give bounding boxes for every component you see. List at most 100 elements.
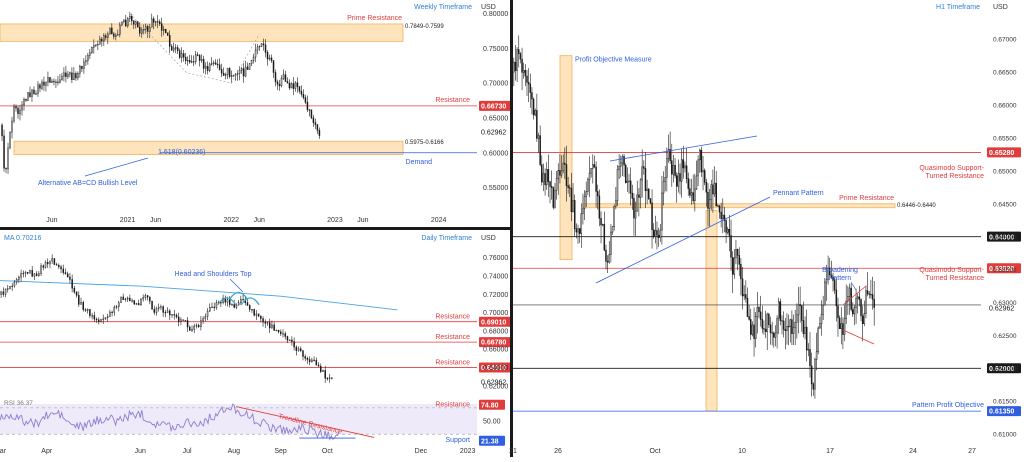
candle-bullish	[18, 276, 20, 280]
candle-bearish	[784, 329, 787, 331]
candle-bullish	[702, 170, 704, 173]
candle-bearish	[685, 165, 688, 179]
weekly-time-axis[interactable]: Jun 2021 Jun 2022 Jun 2023 Jun 2024	[46, 217, 446, 224]
candle-bullish	[109, 311, 111, 317]
candle-bearish	[600, 218, 602, 226]
candle-bearish	[725, 220, 727, 233]
candle-bearish	[156, 21, 159, 23]
candle-bullish	[843, 318, 846, 335]
candle-bearish	[728, 228, 731, 236]
candle-bearish	[521, 58, 523, 73]
candle-bullish	[695, 175, 698, 190]
candle-bullish	[13, 281, 16, 287]
candle-bearish	[105, 35, 107, 38]
candle-bullish	[162, 28, 165, 31]
h1-time-axis[interactable]: 21 26 Oct 10 17 24 27	[509, 448, 976, 455]
candle-bearish	[2, 291, 5, 295]
rsi-value-axis[interactable]: 74.80 21.38 50.00	[479, 399, 505, 446]
candle-bullish	[120, 296, 122, 303]
candle-bullish	[204, 66, 207, 69]
candle-bullish	[588, 172, 591, 180]
time-tick-label: Jun	[254, 217, 265, 224]
candle-bullish	[659, 229, 662, 238]
rsi-resistance-badge	[479, 399, 505, 410]
candle-bullish	[192, 61, 195, 63]
candle-bearish	[745, 294, 747, 299]
candle-bullish	[613, 205, 615, 227]
candle-bullish	[191, 329, 193, 331]
daily-price-axis[interactable]: USD 0.69010 0.66780 0.64010 0.62962 0.76000 0…	[479, 235, 513, 390]
candle-bullish	[195, 325, 198, 327]
candle-bearish	[29, 92, 31, 97]
candle-bearish	[308, 359, 311, 362]
time-tick-label: 27	[968, 448, 976, 455]
daily-time-axis[interactable]: Mar Apr Jun Jul Aug Sep Oct Dec 2023	[0, 448, 476, 455]
daily-chart-panel[interactable]: Resistance Resistance Resistance Head and …	[0, 231, 477, 395]
demand-label: Demand	[406, 159, 433, 166]
candle-bearish	[202, 59, 205, 69]
candle-bearish	[787, 326, 790, 328]
price-tick-label: 0.62500	[993, 333, 1017, 340]
candle-bearish	[17, 107, 19, 115]
candle-bearish	[679, 173, 681, 182]
candle-bearish	[674, 165, 676, 176]
broadening-pointer	[850, 281, 857, 291]
candle-bullish	[83, 61, 85, 69]
candle-bearish	[266, 52, 269, 60]
time-tick-label: 2024	[431, 217, 447, 224]
h1-chart-panel[interactable]: Profit Objective Measure Prime Resistance…	[513, 0, 985, 444]
candle-bullish	[129, 15, 131, 19]
candle-bearish	[779, 301, 782, 321]
candle-bullish	[126, 297, 129, 300]
candle-bearish	[73, 287, 76, 293]
weekly-price-axis[interactable]: USD 0.66730 0.62962 0.80000 0.75000 0.70000 0…	[479, 4, 513, 192]
candle-bearish	[251, 309, 253, 311]
price-tick-label: 0.64000	[483, 365, 508, 372]
candle-bullish	[815, 351, 818, 360]
candle-bullish	[282, 74, 285, 79]
candle-bearish	[860, 299, 862, 317]
candle-bullish	[621, 156, 624, 164]
candle-bullish	[44, 262, 47, 268]
candle-bearish	[264, 44, 267, 53]
candle-bearish	[648, 188, 650, 199]
candle-bearish	[228, 299, 231, 305]
time-tick-label: Dec	[415, 448, 428, 455]
candle-bearish	[810, 365, 813, 385]
candle-bullish	[31, 89, 33, 97]
h1-level-badge	[987, 263, 1021, 274]
candle-bearish	[623, 156, 625, 166]
h1-price-axis[interactable]: USD 0.65280 0.64000 0.63520 0.62000 0.61350 0…	[987, 4, 1021, 439]
candle-bearish	[49, 77, 51, 83]
candle-bullish	[135, 21, 137, 25]
candle-bearish	[570, 187, 573, 212]
candle-bullish	[35, 93, 37, 95]
candle-bullish	[236, 73, 239, 75]
candle-bearish	[53, 80, 55, 83]
candle-bearish	[137, 21, 139, 28]
candle-bullish	[27, 92, 29, 101]
broadening-lower-line	[842, 329, 875, 345]
candle-bullish	[804, 326, 806, 334]
candle-bullish	[608, 254, 611, 263]
candle-bearish	[573, 200, 576, 230]
candle-bearish	[164, 28, 167, 34]
candle-bearish	[177, 316, 180, 322]
candle-bullish	[226, 299, 229, 303]
candle-bullish	[268, 57, 271, 60]
daily-timeframe-label: Daily Timeframe	[421, 235, 472, 242]
candle-bullish	[856, 296, 859, 299]
candle-bullish	[9, 131, 11, 149]
candle-bearish	[651, 202, 653, 231]
candle-bearish	[280, 331, 282, 334]
candle-bearish	[518, 49, 520, 54]
candle-bearish	[746, 298, 749, 317]
candle-bullish	[825, 279, 828, 283]
candle-bullish	[154, 21, 157, 23]
candle-bearish	[277, 329, 280, 333]
candle-bullish	[131, 300, 133, 302]
price-tick-label: 0.70000	[483, 310, 508, 317]
candle-bearish	[643, 166, 645, 169]
